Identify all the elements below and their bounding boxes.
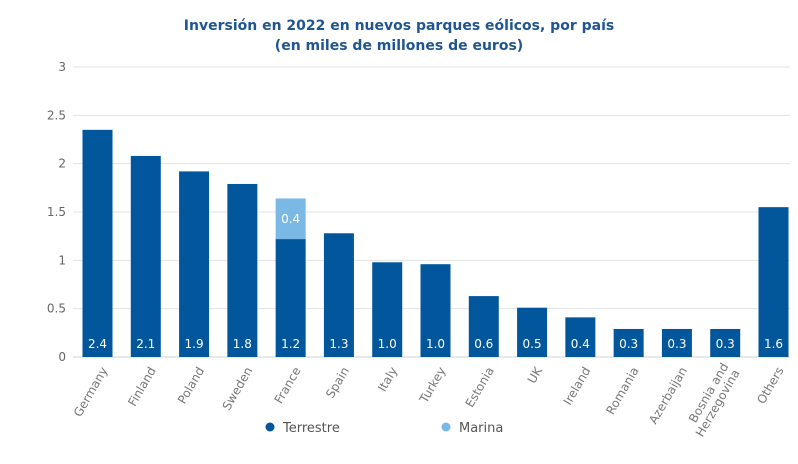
- x-tick-label: Estonia: [463, 365, 497, 410]
- y-tick-label: 2.5: [47, 108, 66, 122]
- bar-terrestre: [275, 239, 306, 357]
- data-label: 1.0: [426, 337, 445, 351]
- bar-terrestre: [420, 264, 451, 357]
- x-tick-label: UK: [525, 364, 546, 386]
- data-label: 2.4: [88, 337, 107, 351]
- x-tick-label: Poland: [175, 365, 207, 407]
- data-label: 1.3: [329, 337, 348, 351]
- data-label: 0.6: [474, 337, 493, 351]
- y-tick-label: 1: [58, 253, 66, 267]
- chart-title: Inversión en 2022 en nuevos parques eóli…: [183, 18, 615, 34]
- bar-terrestre: [517, 307, 548, 357]
- legend-marker: [441, 422, 451, 432]
- bar-terrestre: [565, 317, 596, 357]
- bar-terrestre: [130, 155, 161, 357]
- x-tick-label: Turkey: [416, 365, 448, 407]
- x-tick-label: Italy: [375, 365, 400, 395]
- x-tick-label: France: [272, 365, 304, 407]
- data-label: 2.1: [136, 337, 155, 351]
- x-tick-label: Spain: [323, 365, 352, 401]
- x-tick-label: Bosnia andHerzegovina: [682, 361, 743, 440]
- data-label: 1.0: [378, 337, 397, 351]
- legend-marker: [265, 422, 275, 432]
- data-label: 0.3: [716, 337, 735, 351]
- x-tick-label: Azerbaijan: [646, 365, 690, 427]
- x-tick-label: Romania: [603, 365, 641, 417]
- legend-label: Marina: [459, 421, 503, 436]
- y-tick-label: 2: [58, 157, 66, 171]
- y-tick-label: 0.5: [47, 302, 66, 316]
- x-tick-label: Others: [754, 365, 786, 407]
- bar-terrestre: [613, 328, 644, 357]
- bar-terrestre: [758, 207, 789, 357]
- x-tick-label: Finland: [125, 365, 159, 409]
- y-tick-label: 0: [58, 350, 66, 364]
- y-tick-label: 3: [58, 60, 66, 74]
- data-label: 1.6: [764, 337, 783, 351]
- data-label: 1.8: [233, 337, 252, 351]
- y-tick-label: 1.5: [47, 205, 66, 219]
- data-label: 0.4: [281, 212, 300, 226]
- bar-terrestre: [468, 296, 499, 357]
- x-tick-label: Germany: [71, 365, 111, 420]
- legend-label: Terrestre: [282, 421, 340, 436]
- bar-terrestre: [179, 171, 210, 357]
- data-label: 0.4: [571, 337, 590, 351]
- chart-subtitle: (en miles de millones de euros): [274, 38, 524, 54]
- data-label: 0.5: [523, 337, 542, 351]
- x-tick-label: Ireland: [561, 365, 594, 408]
- x-tick-label: Sweden: [220, 365, 256, 413]
- bar-terrestre: [82, 129, 113, 357]
- bar-terrestre: [710, 328, 741, 357]
- bar-terrestre: [323, 233, 354, 357]
- data-label: 0.3: [619, 337, 638, 351]
- data-label: 0.3: [667, 337, 686, 351]
- bar-terrestre: [227, 183, 258, 357]
- data-label: 1.2: [281, 337, 300, 351]
- data-label: 1.9: [185, 337, 204, 351]
- bar-terrestre: [372, 262, 403, 357]
- bar-marina: [275, 198, 306, 240]
- bar-terrestre: [661, 328, 692, 357]
